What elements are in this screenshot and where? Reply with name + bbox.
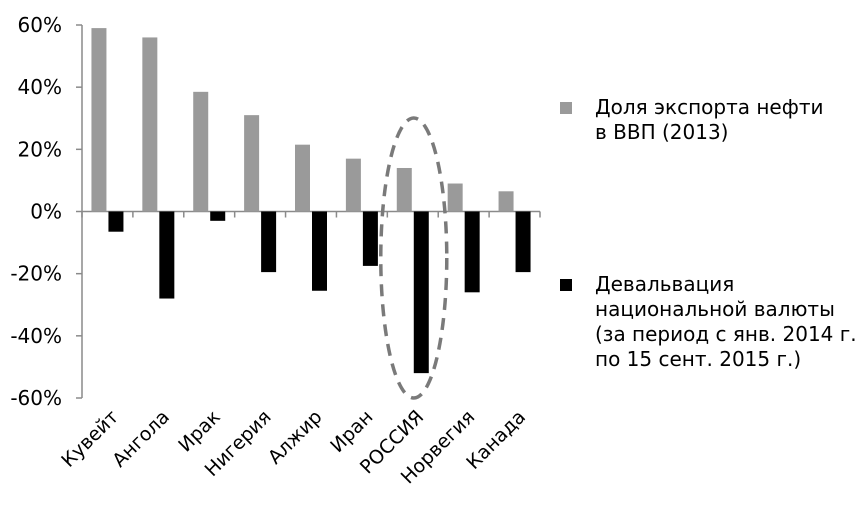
bar-devaluation <box>312 211 327 291</box>
bar-oil-export <box>295 144 310 212</box>
legend-label-2-line3: (за период с янв. 2014 г. <box>595 322 857 346</box>
bar-devaluation <box>464 211 480 293</box>
bar-oil-export <box>142 37 158 212</box>
y-tick-label: 0% <box>30 200 62 224</box>
bar-devaluation <box>210 211 226 221</box>
y-tick-label: -60% <box>10 386 62 410</box>
bar-devaluation <box>362 211 378 266</box>
y-tick-label: 40% <box>18 75 62 99</box>
x-category-label: Алжир <box>264 406 327 469</box>
legend-label-2-line2: национальной валюты <box>595 297 835 321</box>
legend-label-2-line4: по 15 сент. 2015 г.) <box>595 347 802 371</box>
bar-devaluation <box>159 211 175 299</box>
y-tick-label: 60% <box>18 13 62 37</box>
bar-oil-export <box>91 28 107 212</box>
bar-devaluation <box>413 211 429 374</box>
y-tick-label: -20% <box>10 262 62 286</box>
bar-oil-export <box>244 115 260 212</box>
y-tick-label: -40% <box>10 324 62 348</box>
bar-oil-export <box>345 158 361 212</box>
legend-swatch-gray <box>560 102 572 114</box>
legend-label-1-line2: в ВВП (2013) <box>595 120 729 144</box>
bar-devaluation <box>261 211 277 273</box>
bar-oil-export <box>498 191 514 212</box>
x-category-label: Ангола <box>108 406 174 472</box>
bar-devaluation <box>108 211 124 232</box>
bar-oil-export <box>396 167 412 212</box>
bar-oil-export <box>447 183 463 212</box>
highlight-ellipse <box>379 116 449 400</box>
legend-swatch-black <box>560 279 572 291</box>
bar-devaluation <box>515 211 531 273</box>
y-tick-label: 20% <box>18 137 62 161</box>
legend-label-2-line1: Девальвация <box>595 272 735 296</box>
bar-oil-export <box>193 91 209 212</box>
legend-label-1-line1: Доля экспорта нефти <box>595 95 824 119</box>
